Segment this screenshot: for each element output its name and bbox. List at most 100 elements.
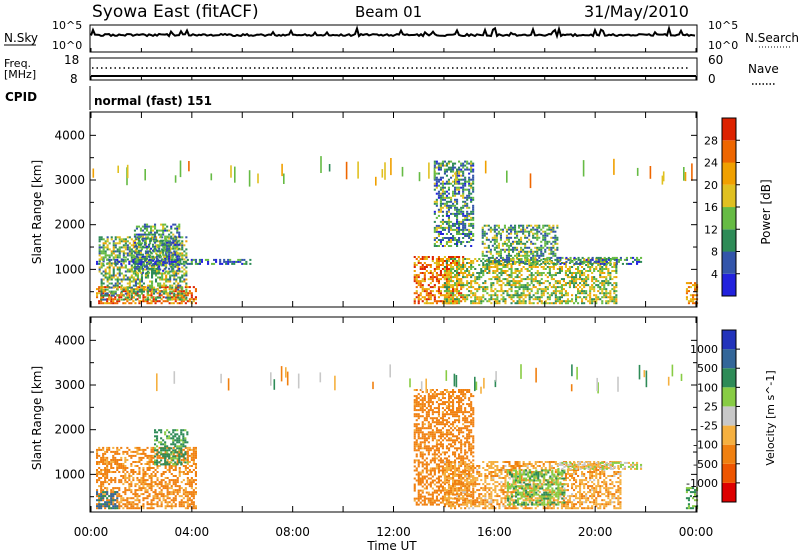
data-cell xyxy=(108,463,111,465)
data-cell xyxy=(120,501,123,504)
data-cell xyxy=(433,276,436,279)
data-cell xyxy=(170,260,173,263)
data-cell xyxy=(160,429,163,432)
data-cell xyxy=(150,300,153,303)
data-cell xyxy=(468,282,471,285)
data-cell xyxy=(433,184,436,187)
data-cell xyxy=(162,239,165,242)
data-cell xyxy=(170,251,173,254)
data-cell xyxy=(169,298,172,301)
data-cell xyxy=(157,296,160,299)
data-cell xyxy=(452,166,455,169)
data-cell xyxy=(102,246,105,249)
data-cell xyxy=(128,286,131,289)
data-cell xyxy=(116,278,119,281)
data-cell xyxy=(194,452,197,455)
data-cell xyxy=(174,491,177,494)
data-cell xyxy=(447,302,450,305)
data-cell xyxy=(114,292,117,295)
data-cell xyxy=(227,260,230,263)
data-cell xyxy=(613,288,616,291)
data-cell xyxy=(168,479,171,482)
data-cell xyxy=(595,296,598,299)
data-cell xyxy=(534,228,537,231)
data-cell xyxy=(577,290,580,293)
data-cell xyxy=(162,300,165,303)
data-cell xyxy=(456,300,459,303)
data-cell xyxy=(466,210,469,213)
data-cell xyxy=(96,448,99,451)
data-cell xyxy=(152,296,155,299)
data-cell xyxy=(601,268,604,270)
data-cell xyxy=(441,210,444,213)
data-cell xyxy=(577,256,580,259)
data-cell xyxy=(458,226,461,229)
data-cell xyxy=(102,485,105,488)
data-cell xyxy=(150,247,153,250)
data-cell xyxy=(98,473,101,475)
data-cell xyxy=(179,254,182,257)
data-cell xyxy=(151,276,154,279)
data-cell xyxy=(494,266,497,268)
data-cell xyxy=(149,242,152,245)
data-cell xyxy=(522,260,525,263)
data-cell xyxy=(140,452,143,455)
data-cell xyxy=(164,471,167,473)
data-cell xyxy=(546,272,549,274)
data-cell xyxy=(180,302,183,305)
data-cell xyxy=(558,286,561,289)
data-cell xyxy=(542,290,545,293)
data-cell xyxy=(188,161,190,172)
data-cell xyxy=(147,292,150,295)
data-cell xyxy=(152,229,155,232)
data-cell xyxy=(194,262,197,265)
data-cell xyxy=(137,251,140,254)
data-cell xyxy=(136,452,139,455)
frequency-tick-top: 18 xyxy=(64,53,79,67)
data-cell xyxy=(542,266,545,268)
data-cell xyxy=(454,166,457,169)
data-cell xyxy=(188,298,191,301)
data-cell xyxy=(172,237,175,240)
data-cell xyxy=(462,194,465,197)
data-cell xyxy=(102,294,105,297)
data-cell xyxy=(138,459,141,461)
data-cell xyxy=(550,260,553,263)
data-cell xyxy=(498,284,501,287)
data-cell xyxy=(124,302,127,305)
data-cell xyxy=(450,226,453,229)
power-y-axis-label: Slant Range [km] xyxy=(30,160,44,264)
data-cell xyxy=(98,268,101,271)
data-cell xyxy=(116,300,119,303)
data-cell xyxy=(185,252,188,255)
data-cell xyxy=(689,282,692,285)
data-cell xyxy=(152,243,155,246)
data-cell xyxy=(483,224,486,227)
data-cell xyxy=(175,278,178,281)
data-cell xyxy=(174,485,177,488)
data-cell xyxy=(452,168,455,171)
data-cell xyxy=(538,248,541,251)
data-cell xyxy=(462,233,465,235)
data-cell xyxy=(170,292,173,295)
data-cell xyxy=(135,253,138,256)
data-cell xyxy=(132,250,135,253)
data-cell xyxy=(662,171,665,182)
data-cell xyxy=(470,198,473,201)
data-cell xyxy=(470,222,473,225)
data-cell xyxy=(171,290,174,293)
data-cell xyxy=(458,180,461,183)
data-cell xyxy=(98,254,101,257)
data-cell xyxy=(488,294,491,297)
data-cell xyxy=(158,247,161,250)
data-cell xyxy=(585,276,588,279)
data-cell xyxy=(104,274,107,277)
data-cell xyxy=(484,268,487,270)
data-cell xyxy=(599,266,602,268)
data-cell xyxy=(166,247,169,250)
data-cell xyxy=(421,288,424,291)
data-cell xyxy=(180,290,183,293)
data-cell xyxy=(601,262,604,265)
data-cell xyxy=(504,278,507,281)
data-cell xyxy=(544,290,547,293)
